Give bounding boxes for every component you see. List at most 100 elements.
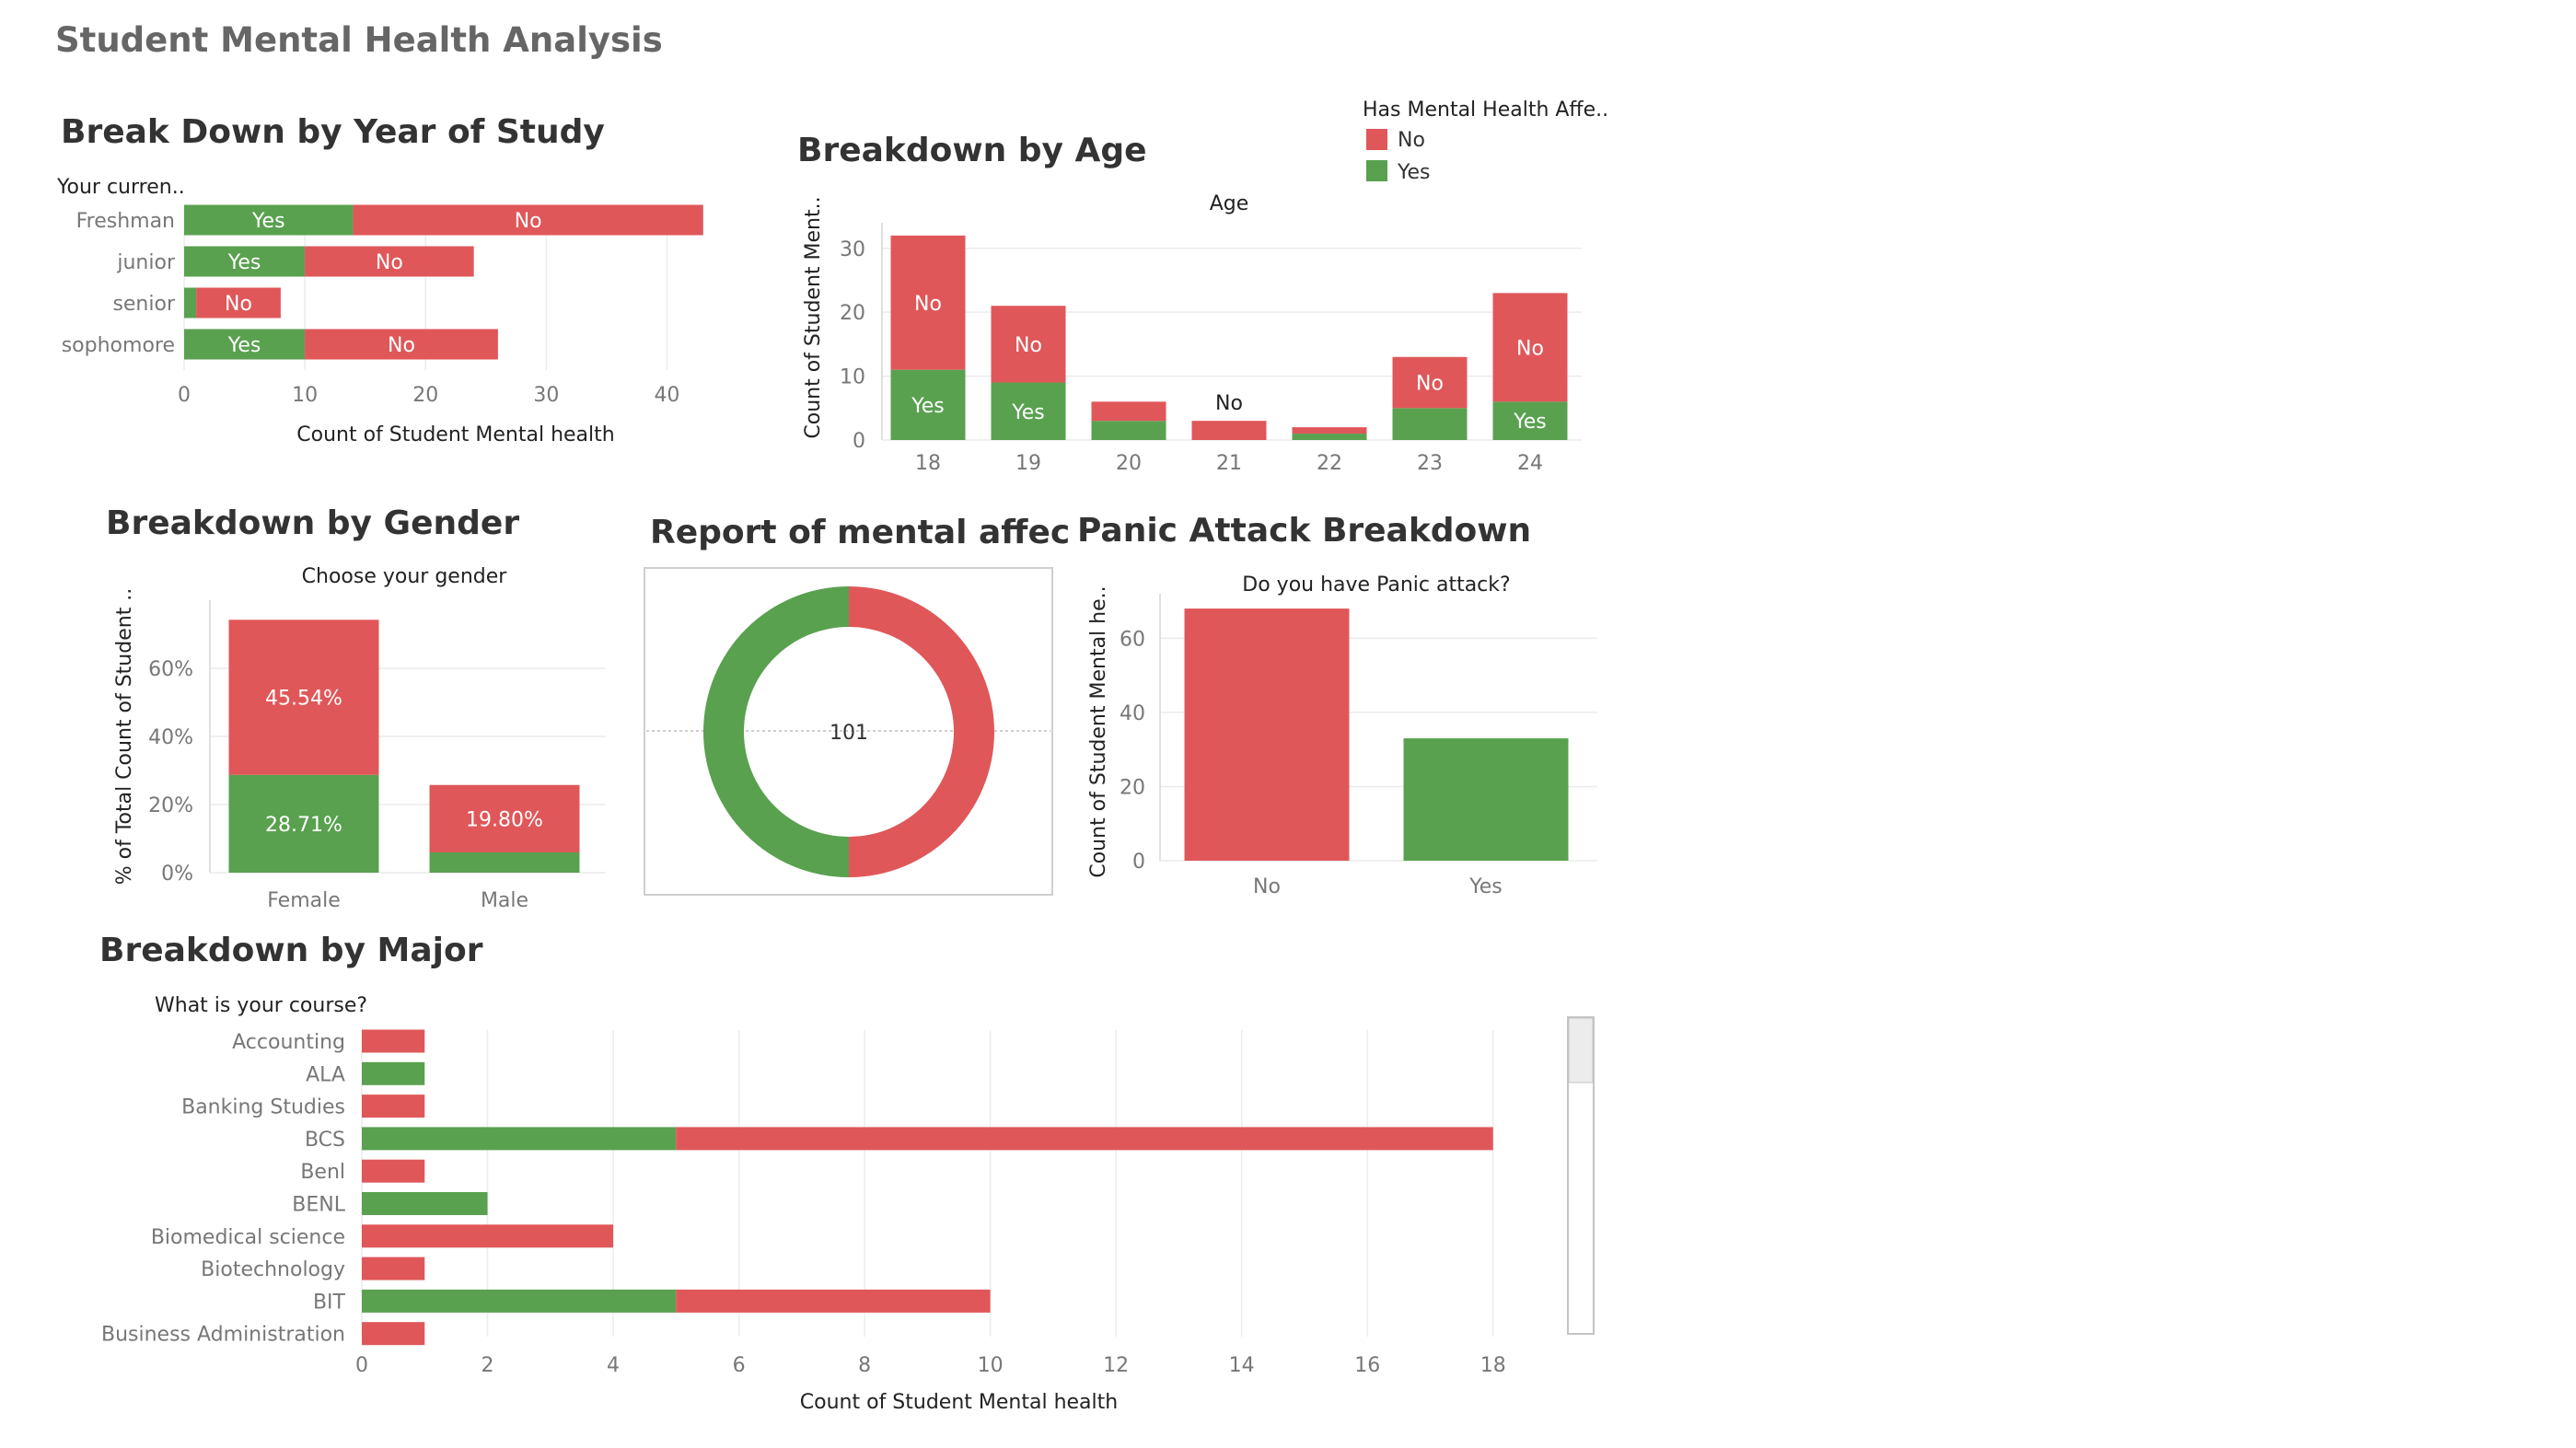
x-tick-label: 0 (355, 1354, 368, 1377)
y-axis-title: % of Total Count of Student .. (113, 588, 136, 886)
category-label: Business Administration (101, 1324, 345, 1347)
y-tick-label: 20 (1120, 776, 1145, 799)
y-tick-label: 20 (840, 302, 865, 325)
donut-slice-yes (703, 586, 849, 877)
donut-slice-no (849, 586, 994, 877)
y-tick-label: 40 (1120, 702, 1145, 725)
major-scrollbar[interactable] (0, 0, 1602, 1344)
bar-yes (184, 287, 197, 319)
category-label: senior (112, 293, 176, 316)
legend-swatch-yes (1366, 160, 1387, 181)
bar-no (362, 1257, 425, 1280)
data-label: Yes (227, 334, 261, 357)
bar-no (890, 235, 966, 370)
data-label: 19.80% (466, 808, 543, 831)
panic-attack-chart: Panic Attack Breakdown Do you have Panic … (1077, 512, 1597, 898)
y-tick-label: 60% (148, 658, 193, 681)
scrollbar-thumb[interactable] (1568, 1017, 1594, 1083)
bar-yes (228, 774, 379, 873)
bar-no (362, 1159, 425, 1183)
x-tick-label: 14 (1229, 1354, 1255, 1377)
bar-no (1492, 293, 1568, 402)
category-label: 21 (1216, 452, 1242, 475)
x-tick-label: 0 (178, 384, 191, 407)
y-axis-title: Count of Student Ment.. (802, 196, 825, 438)
data-label: No (1416, 373, 1444, 396)
legend-title: Has Mental Health Affe.. (1363, 98, 1608, 122)
chart-title: Breakdown by Major (99, 932, 483, 969)
bar-yes (1392, 408, 1468, 440)
category-label: 22 (1317, 452, 1342, 475)
bar-yes (890, 369, 966, 440)
x-tick-label: 18 (1480, 1354, 1506, 1377)
data-label: No (1015, 334, 1042, 357)
y-tick-label: 0 (1132, 851, 1145, 874)
y-tick-label: 20% (148, 794, 193, 817)
bar-yes (362, 1289, 677, 1313)
donut-center-label: 101 (830, 722, 868, 745)
data-label: No (1516, 337, 1544, 360)
x-axis-title: Age (1210, 192, 1249, 215)
chart-title: Break Down by Year of Study (61, 113, 605, 151)
y-axis-title: Count of Student Mental he.. (1087, 585, 1110, 877)
category-label: Biomedical science (151, 1226, 345, 1249)
category-label: 18 (915, 452, 941, 475)
bar-yes (1492, 401, 1568, 440)
y-axis-title: Your curren.. (56, 176, 185, 199)
mental-affect-donut-chart: Report of mental affect 101 (644, 514, 1068, 896)
category-label: 20 (1116, 452, 1142, 475)
y-tick-label: 60 (1120, 628, 1145, 651)
category-label: ALA (306, 1063, 345, 1086)
chart-title: Panic Attack Breakdown (1077, 512, 1531, 550)
y-tick-label: 30 (840, 238, 865, 261)
bar-no (362, 1322, 425, 1346)
bar-yes (429, 851, 580, 873)
bar-yes (362, 1061, 425, 1085)
x-axis-title: Choose your gender (302, 565, 508, 588)
category-label: 23 (1417, 452, 1443, 475)
bar-no (305, 246, 474, 277)
data-label: Yes (911, 395, 945, 418)
category-label: junior (116, 251, 176, 274)
x-axis-title: Count of Student Mental health (296, 423, 614, 446)
bar-no (228, 620, 379, 775)
data-label: 28.71% (265, 814, 342, 837)
category-label: Benl (300, 1161, 345, 1184)
category-label: Male (481, 889, 528, 912)
bar-no (991, 306, 1066, 383)
x-axis-title: Count of Student Mental health (800, 1391, 1118, 1414)
category-label: BCS (305, 1129, 345, 1152)
bar-yes (1292, 434, 1367, 440)
category-label: Female (267, 889, 341, 912)
year-of-study-chart: Break Down by Year of Study Your curren..… (56, 113, 703, 446)
data-label: Yes (227, 251, 261, 274)
legend: Has Mental Health Affe.. No Yes (1363, 98, 1608, 184)
data-label: Yes (251, 210, 285, 233)
data-label: 45.54% (265, 688, 342, 711)
data-label: Yes (1513, 411, 1547, 434)
bar-no (1392, 356, 1468, 409)
data-label: No (388, 334, 415, 357)
chart-title: Breakdown by Age (797, 132, 1147, 169)
bar-yes (362, 1127, 677, 1151)
data-label: Yes (1011, 401, 1045, 424)
x-tick-label: 30 (533, 384, 559, 407)
category-label: Accounting (232, 1031, 345, 1054)
x-tick-label: 40 (654, 384, 679, 407)
x-tick-label: 16 (1354, 1354, 1380, 1377)
x-tick-label: 2 (482, 1354, 494, 1377)
bar-yes (362, 1192, 488, 1215)
dashboard-title: Student Mental Health Analysis (55, 20, 663, 60)
gender-chart: Breakdown by Gender Choose your gender % o… (106, 504, 606, 912)
y-tick-label: 40% (148, 726, 193, 749)
bar-no (676, 1289, 991, 1313)
bar-no (362, 1095, 425, 1118)
category-label: Yes (1468, 875, 1503, 898)
category-label: Biotechnology (201, 1258, 345, 1281)
bar-yes (184, 246, 306, 277)
y-tick-label: 10 (840, 366, 865, 389)
x-tick-label: 10 (292, 384, 318, 407)
bar-no (429, 784, 580, 852)
x-tick-label: 20 (412, 384, 438, 407)
category-label: BIT (313, 1291, 346, 1314)
